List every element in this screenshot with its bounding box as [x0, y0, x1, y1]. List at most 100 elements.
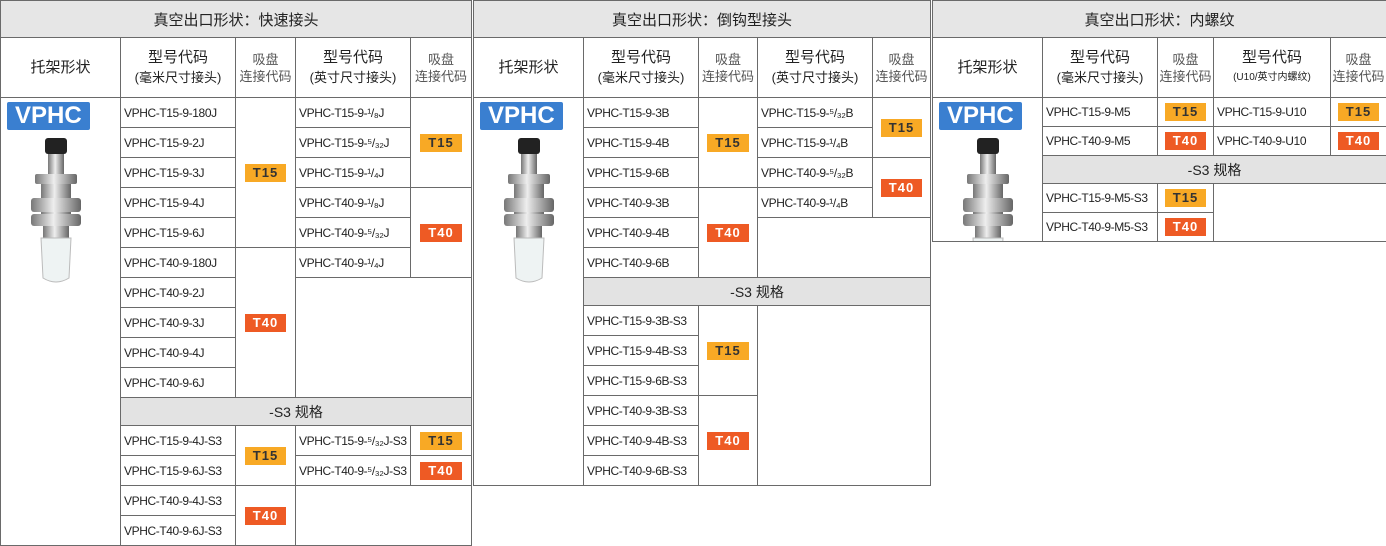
model-cell: VPHC-T40-9-4B [583, 217, 699, 248]
code-badge: T15 [707, 341, 749, 360]
code-cell: T40 [1157, 126, 1214, 156]
model-cell: VPHC-T40-9-¹/₈J [295, 187, 411, 218]
code-cell: T15 [698, 97, 758, 188]
model-cell: VPHC-T40-9-U10 [1213, 126, 1331, 156]
code-cell: T40 [872, 157, 931, 218]
model-cell: VPHC-T40-9-4B-S3 [583, 425, 699, 456]
model-cell: VPHC-T15-9-¹/₄B [757, 127, 873, 158]
column-header: 吸盘 连接代码 [235, 37, 296, 98]
code-badge: T40 [707, 431, 749, 450]
code-badge: T40 [420, 461, 462, 480]
code-cell: T15 [410, 97, 472, 188]
model-cell: VPHC-T15-9-180J [120, 97, 236, 128]
model-cell: VPHC-T15-9-M5-S3 [1042, 183, 1158, 213]
code-badge: T15 [244, 446, 287, 465]
code-badge: T15 [420, 133, 462, 152]
header-label: 型号代码 [1069, 48, 1130, 66]
logo: VPHC [7, 102, 90, 130]
column-header: 吸盘 连接代码 [872, 37, 931, 98]
header-label: 型号代码 [1241, 48, 1302, 66]
column-header: 型号代码 (毫米尺寸接头) [120, 37, 236, 98]
empty-cell [1213, 183, 1386, 242]
product-image [963, 138, 1013, 241]
column-header: 型号代码 (U10/英寸内螺纹) [1213, 37, 1331, 98]
header-label: 型号代码 [610, 48, 671, 66]
code-badge: T15 [880, 118, 923, 137]
model-cell: VPHC-T15-9-3B [583, 97, 699, 128]
code-badge: T40 [880, 178, 923, 197]
model-cell: VPHC-T15-9-6B-S3 [583, 365, 699, 396]
code-badge: T40 [1337, 132, 1380, 150]
code-cell: T40 [235, 485, 296, 546]
code-cell: T15 [872, 97, 931, 158]
header-line: 连接代码 [414, 68, 467, 84]
model-cell: VPHC-T40-9-4J-S3 [120, 485, 236, 516]
model-cell: VPHC-T40-9-¹/₄B [757, 187, 873, 218]
code-badge: T40 [244, 313, 287, 332]
model-cell: VPHC-T40-9-M5-S3 [1042, 212, 1158, 242]
model-cell: VPHC-T40-9-3J [120, 307, 236, 338]
table-title: 真空出口形状：内螺纹 [932, 0, 1386, 38]
column-header: 吸盘 连接代码 [410, 37, 472, 98]
header-line: 吸盘 [888, 51, 915, 67]
model-cell: VPHC-T40-9-M5 [1042, 126, 1158, 156]
column-header: 吸盘 连接代码 [1157, 37, 1214, 98]
code-cell: T15 [1157, 183, 1214, 213]
header-line: 吸盘 [427, 51, 454, 67]
model-cell: VPHC-T15-9-¹/₄J [295, 157, 411, 188]
header-line: 吸盘 [714, 51, 741, 67]
header-label: 型号代码 [784, 48, 845, 66]
code-cell: T40 [410, 187, 472, 278]
model-cell: VPHC-T15-9-6J [120, 217, 236, 248]
code-badge: T40 [420, 223, 462, 242]
bracket-cell: VPHC [0, 97, 121, 546]
code-badge: T40 [1164, 218, 1207, 236]
section-row: -S3 规格 [120, 397, 472, 426]
code-cell: T15 [1330, 97, 1386, 127]
code-cell: T15 [1157, 97, 1214, 127]
code-badge: T15 [420, 431, 462, 450]
model-cell: VPHC-T40-9-4J [120, 337, 236, 368]
product-image [31, 138, 81, 283]
code-badge: T15 [1337, 103, 1380, 121]
model-cell: VPHC-T40-9-6J [120, 367, 236, 398]
model-cell: VPHC-T40-9-2J [120, 277, 236, 308]
column-header: 吸盘 连接代码 [1330, 37, 1386, 98]
model-cell: VPHC-T15-9-4J-S3 [120, 425, 236, 456]
model-cell: VPHC-T15-9-4B [583, 127, 699, 158]
code-badge: T15 [1164, 103, 1207, 121]
header-sub: (英寸尺寸接头) [309, 69, 397, 85]
column-header: 型号代码 (毫米尺寸接头) [583, 37, 699, 98]
code-badge: T40 [1164, 132, 1207, 150]
model-cell: VPHC-T15-9-¹/₈J [295, 97, 411, 128]
model-cell: VPHC-T40-9-6J-S3 [120, 515, 236, 546]
model-cell: VPHC-T15-9-4B-S3 [583, 335, 699, 366]
header-sub: (毫米尺寸接头) [134, 69, 222, 85]
code-badge: T15 [707, 133, 749, 152]
model-cell: VPHC-T15-9-3B-S3 [583, 305, 699, 336]
column-header: 吸盘 连接代码 [698, 37, 758, 98]
section-row: -S3 规格 [583, 277, 931, 306]
bracket-cell: VPHC [473, 97, 584, 486]
empty-cell [757, 217, 931, 278]
column-header: 托架形状 [0, 37, 121, 98]
logo: VPHC [939, 102, 1022, 130]
model-cell: VPHC-T15-9-6B [583, 157, 699, 188]
header-line: 连接代码 [239, 68, 292, 84]
header-sub: (毫米尺寸接头) [1056, 69, 1144, 85]
header-sub: (毫米尺寸接头) [597, 69, 685, 85]
model-cell: VPHC-T15-9-6J-S3 [120, 455, 236, 486]
model-cell: VPHC-T40-9-3B-S3 [583, 395, 699, 426]
table-title: 真空出口形状：倒钩型接头 [473, 0, 931, 38]
model-cell: VPHC-T40-9-¹/₄J [295, 247, 411, 278]
header-line: 吸盘 [1172, 51, 1199, 67]
column-header: 型号代码 (毫米尺寸接头) [1042, 37, 1158, 98]
model-cell: VPHC-T40-9-6B-S3 [583, 455, 699, 486]
column-header: 型号代码 (英寸尺寸接头) [757, 37, 873, 98]
model-cell: VPHC-T40-9-⁵/₃₂J [295, 217, 411, 248]
product-image [504, 138, 554, 283]
code-badge: T15 [244, 163, 287, 182]
table-title: 真空出口形状：快速接头 [0, 0, 472, 38]
code-badge: T40 [707, 223, 749, 242]
